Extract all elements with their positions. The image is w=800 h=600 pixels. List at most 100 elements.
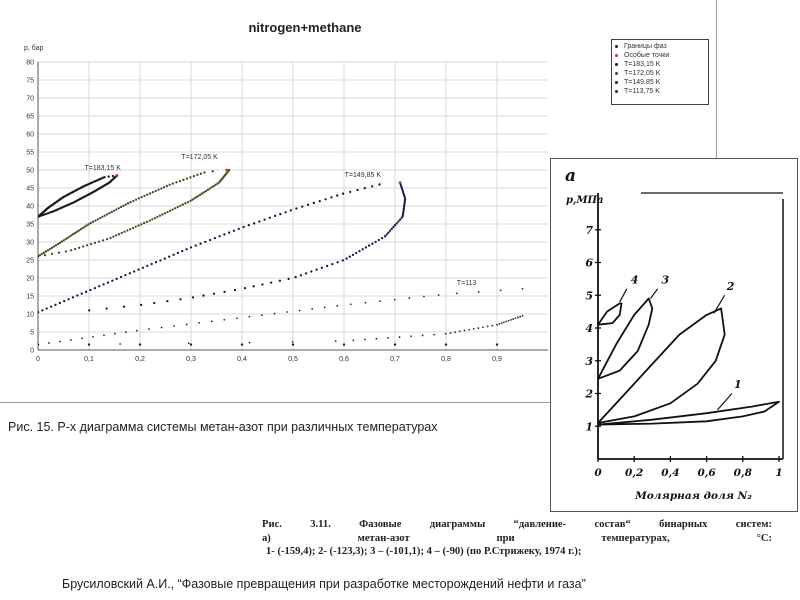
- caption-word: Фазовые: [359, 519, 402, 530]
- data-point: [310, 270, 313, 273]
- data-point: [402, 192, 405, 195]
- data-point: [81, 226, 84, 230]
- data-point: [168, 255, 171, 258]
- special-points: [115, 168, 402, 185]
- data-point: [401, 214, 404, 218]
- data-point: [304, 272, 308, 275]
- data-point: [336, 194, 339, 197]
- data-point: [111, 174, 115, 178]
- data-point: [137, 268, 140, 271]
- data-point: [252, 285, 255, 288]
- x-tick-label: 0,8: [441, 356, 451, 363]
- data-point: [397, 220, 400, 223]
- data-point: [403, 198, 407, 201]
- data-point: [189, 176, 192, 179]
- data-point: [135, 329, 138, 332]
- y-tick-label: 6: [585, 257, 593, 270]
- data-point: [444, 332, 447, 335]
- y-tick-label: 15: [26, 294, 34, 301]
- data-point: [401, 212, 405, 216]
- data-point: [142, 221, 146, 225]
- data-point: [124, 274, 127, 277]
- caption-word: °С:: [756, 532, 772, 544]
- x-tick-label: 0: [594, 467, 602, 479]
- series-2: [38, 168, 231, 258]
- data-point: [401, 190, 405, 194]
- data-point: [336, 261, 339, 264]
- data-point: [154, 189, 157, 193]
- phase-boundary-point: [38, 311, 40, 314]
- data-point: [387, 231, 390, 234]
- data-point: [400, 187, 403, 190]
- data-point: [182, 178, 185, 182]
- data-point: [159, 259, 162, 262]
- data-point: [423, 295, 425, 298]
- data-point: [80, 292, 83, 295]
- data-point: [166, 299, 169, 303]
- data-point: [48, 342, 50, 344]
- data-point: [401, 188, 404, 192]
- data-point: [367, 244, 371, 247]
- data-point: [330, 196, 333, 199]
- data-point: [482, 326, 484, 329]
- data-point: [233, 288, 237, 292]
- legend-marker: [615, 54, 618, 57]
- data-point: [59, 340, 61, 343]
- data-point: [63, 299, 66, 303]
- data-point: [140, 223, 143, 226]
- data-point: [70, 234, 73, 237]
- legend-item: T=172,05 K: [615, 69, 705, 78]
- data-point: [198, 321, 201, 324]
- x-tick-label: 0,5: [288, 356, 298, 363]
- data-point: [516, 316, 519, 319]
- data-point: [171, 208, 174, 211]
- data-point: [284, 211, 287, 214]
- data-point: [162, 186, 166, 189]
- data-point: [76, 294, 79, 297]
- data-point: [374, 240, 377, 244]
- caption-word: а): [262, 532, 271, 544]
- data-point: [89, 242, 93, 246]
- data-point: [77, 246, 81, 249]
- curve-number-label: 3: [662, 273, 670, 286]
- data-point: [69, 249, 73, 252]
- data-point: [463, 329, 466, 332]
- data-point: [43, 254, 47, 257]
- y-axis-title: p, бар: [24, 44, 44, 52]
- data-point: [153, 216, 157, 220]
- data-point: [93, 241, 97, 244]
- data-point: [56, 242, 60, 246]
- data-point: [98, 216, 102, 220]
- data-point: [178, 179, 182, 183]
- data-point: [191, 198, 194, 201]
- y-tick-label: 3: [585, 355, 593, 368]
- curve-leader: [650, 288, 659, 299]
- data-point: [108, 212, 111, 215]
- data-point: [115, 234, 118, 237]
- data-point: [60, 240, 63, 243]
- data-point: [46, 249, 50, 252]
- caption-word: метан-азот: [357, 532, 410, 544]
- data-point: [134, 225, 137, 228]
- data-point: [507, 319, 510, 322]
- data-point: [398, 336, 401, 338]
- data-point: [57, 251, 61, 254]
- caption-line: Рис. 3.11. Фазовые диаграммы “давление- …: [262, 518, 772, 532]
- data-point: [179, 204, 182, 207]
- data-point: [402, 207, 405, 210]
- data-point: [320, 266, 324, 269]
- data-point: [137, 197, 141, 200]
- data-point: [261, 314, 263, 317]
- data-point: [211, 170, 214, 173]
- data-point: [204, 189, 208, 193]
- data-point: [117, 233, 121, 236]
- phase-boundary-point: [38, 343, 40, 346]
- data-point: [112, 209, 116, 212]
- legend-label: T=172,05 K: [624, 70, 661, 77]
- data-point: [89, 221, 92, 225]
- data-point: [402, 211, 405, 214]
- x-tick-label: 0,6: [339, 356, 349, 363]
- data-point: [148, 219, 151, 222]
- data-point: [64, 237, 67, 241]
- data-point: [49, 305, 53, 308]
